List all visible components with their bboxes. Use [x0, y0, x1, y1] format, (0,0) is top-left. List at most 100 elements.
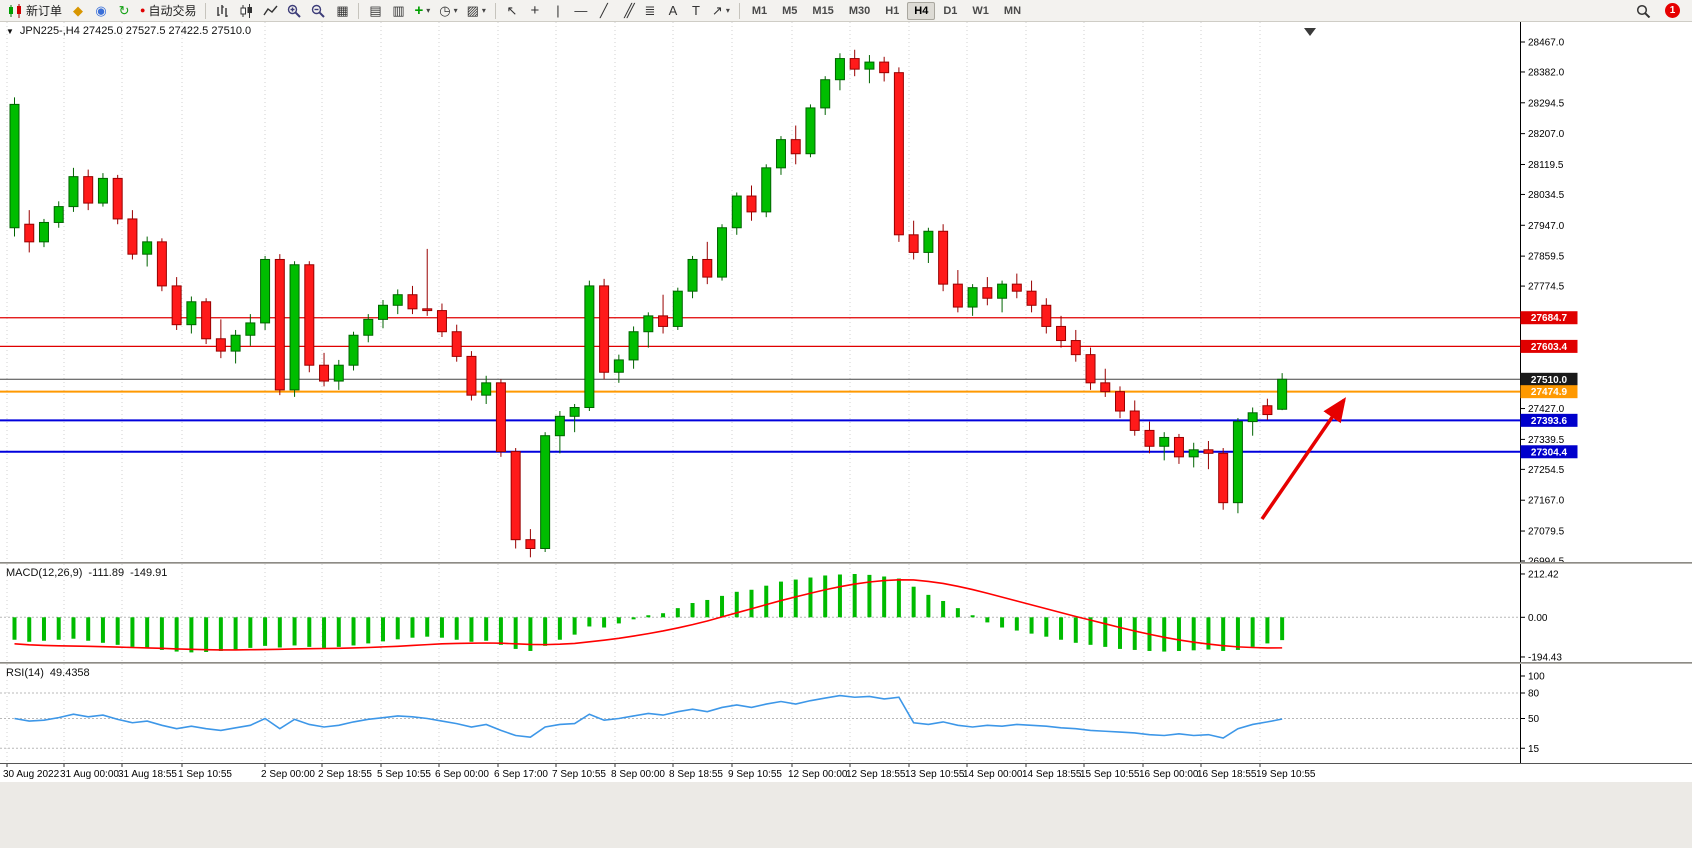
svg-text:27304.4: 27304.4 [1531, 447, 1568, 458]
arrows-button[interactable]: ↗ ▾ [708, 1, 734, 21]
macd-canvas[interactable]: 212.42 0.00 -194.43 [0, 564, 1692, 662]
cursor-button[interactable]: ↖ [501, 1, 523, 21]
chart-window: 28467.0 28382.0 28294.5 28207.0 28119.5 28034… [0, 22, 1692, 782]
text-button[interactable]: A [662, 1, 684, 21]
new-order-button[interactable]: 新订单 [4, 1, 66, 21]
svg-text:14 Sep 18:55: 14 Sep 18:55 [1022, 769, 1082, 780]
refresh-button[interactable]: ↻ [113, 1, 135, 21]
notification-badge[interactable]: 1 [1665, 3, 1680, 18]
chart-menu-icon[interactable]: ▼ [6, 26, 14, 36]
crosshair-button[interactable]: + [524, 1, 546, 21]
indicators-button[interactable]: + ▾ [410, 1, 434, 21]
timeframe-m1-button[interactable]: M1 [751, 4, 768, 17]
new-order-button-label: 新订单 [26, 4, 63, 18]
line-chart-button[interactable] [259, 1, 282, 21]
timeframe-d1-button[interactable]: D1 [943, 4, 958, 17]
profile-icon: ◉ [95, 3, 107, 18]
zoomout-icon [312, 4, 326, 18]
refresh-icon: ↻ [118, 3, 130, 18]
linechart-icon [263, 5, 279, 15]
svg-text:19 Sep 10:55: 19 Sep 10:55 [1256, 769, 1316, 780]
price-tag [1520, 311, 1578, 325]
svg-text:5 Sep 10:55: 5 Sep 10:55 [377, 769, 431, 780]
market-watch-button[interactable]: ◆ [67, 1, 89, 21]
svg-text:15 Sep 10:55: 15 Sep 10:55 [1080, 769, 1140, 780]
toolbar: 新订单 ◆ ◉ ↻ ● 自动交易 ▦ ▤ ▥ + ▾ ◷ ▾ ▨ ▾ ↖ + | — ╱ ╱╱ ≣ A T ↗ ▾ M1 M5 M15 M… [0, 0, 1692, 22]
macd-signal-line [14, 578, 1283, 651]
svg-text:16 Sep 18:55: 16 Sep 18:55 [1197, 769, 1257, 780]
svg-text:6 Sep 17:00: 6 Sep 17:00 [494, 769, 548, 780]
svg-text:12 Sep 18:55: 12 Sep 18:55 [846, 769, 906, 780]
svg-text:27254.5: 27254.5 [1528, 465, 1565, 476]
timeframe-h4-button[interactable]: H4 [907, 1, 936, 20]
fibonacci-button[interactable]: ≣ [639, 1, 661, 21]
profile-button[interactable]: ◉ [90, 1, 112, 21]
bar-chart-button[interactable] [211, 1, 234, 21]
vertical-line-button[interactable]: | [547, 1, 569, 21]
svg-text:27167.0: 27167.0 [1528, 496, 1565, 507]
svg-text:28207.0: 28207.0 [1528, 129, 1565, 140]
svg-text:1 Sep 10:55: 1 Sep 10:55 [178, 769, 232, 780]
zoom-out-button[interactable] [307, 1, 330, 21]
chart-shift-button[interactable]: ▥ [387, 1, 409, 21]
price-tag [1520, 385, 1578, 399]
horizontal-line-button[interactable]: — [570, 1, 592, 21]
label-icon: T [691, 3, 700, 18]
timeframe-m30-button[interactable]: M30 [848, 4, 871, 17]
tile-windows-button[interactable]: ▦ [331, 1, 353, 21]
svg-text:2 Sep 18:55: 2 Sep 18:55 [318, 769, 372, 780]
svg-text:16 Sep 00:00: 16 Sep 00:00 [1139, 769, 1199, 780]
svg-text:9 Sep 10:55: 9 Sep 10:55 [728, 769, 782, 780]
chevron-down-icon: ▾ [453, 6, 458, 15]
shift-icon: ▥ [392, 3, 405, 18]
svg-text:12 Sep 00:00: 12 Sep 00:00 [788, 769, 848, 780]
hline-icon: — [574, 3, 588, 18]
label-button[interactable]: T [685, 1, 707, 21]
svg-text:27427.0: 27427.0 [1528, 404, 1565, 415]
chart-shift-marker [1304, 28, 1316, 36]
clock-icon: ◷ [439, 3, 451, 18]
toolbar-right: 1 [1632, 1, 1688, 21]
periods-button[interactable]: ◷ ▾ [435, 1, 461, 21]
svg-text:27684.7: 27684.7 [1531, 313, 1568, 324]
timeframe-w1-button[interactable]: W1 [972, 4, 989, 17]
price-chart-canvas[interactable]: 28467.0 28382.0 28294.5 28207.0 28119.5 28034… [0, 22, 1692, 562]
templates-button[interactable]: ▨ ▾ [463, 1, 490, 21]
svg-text:27859.5: 27859.5 [1528, 252, 1565, 263]
svg-text:-194.43: -194.43 [1528, 652, 1562, 662]
template-icon: ▨ [466, 3, 479, 18]
timeframe-mn-button[interactable]: MN [1003, 4, 1022, 17]
bars-icon [217, 4, 229, 17]
toolbar-separator [738, 2, 740, 19]
macd-panel: 212.42 0.00 -194.43 MACD(12,26,9) -111.89 … [0, 564, 1692, 662]
time-axis[interactable]: 30 Aug 2022 31 Aug 00:00 31 Aug 18:55 1 Sep… [0, 763, 1692, 782]
svg-text:0.00: 0.00 [1528, 613, 1548, 624]
zoom-in-button[interactable] [283, 1, 306, 21]
search-button[interactable] [1632, 1, 1655, 21]
window-background [0, 782, 1692, 848]
svg-text:50: 50 [1528, 714, 1540, 725]
panel-divider[interactable] [0, 562, 1692, 564]
svg-text:8 Sep 18:55: 8 Sep 18:55 [669, 769, 723, 780]
svg-text:28382.0: 28382.0 [1528, 67, 1565, 78]
svg-text:31 Aug 18:55: 31 Aug 18:55 [118, 769, 177, 780]
svg-text:27079.5: 27079.5 [1528, 527, 1565, 538]
svg-text:28119.5: 28119.5 [1528, 160, 1564, 171]
timeframe-h1-button[interactable]: H1 [885, 4, 900, 17]
rsi-canvas[interactable]: 100 80 50 15 [0, 664, 1692, 763]
auto-arrange-button[interactable]: ▤ [364, 1, 386, 21]
panel-divider[interactable] [0, 662, 1692, 664]
svg-text:80: 80 [1528, 689, 1540, 700]
auto-trading-button[interactable]: ● 自动交易 [136, 1, 200, 21]
timeframe-m15-button[interactable]: M15 [812, 4, 834, 17]
price-tag [1520, 339, 1578, 353]
cursor-icon: ↖ [506, 3, 518, 18]
rsi-line [14, 694, 1283, 739]
tiles-icon: ▦ [336, 3, 349, 18]
timeframe-m5-button[interactable]: M5 [782, 4, 798, 17]
channel-button[interactable]: ╱╱ [616, 1, 638, 21]
candlestick-chart-button[interactable] [235, 1, 258, 21]
svg-text:30 Aug 2022: 30 Aug 2022 [3, 769, 60, 780]
trendline-button[interactable]: ╱ [593, 1, 615, 21]
